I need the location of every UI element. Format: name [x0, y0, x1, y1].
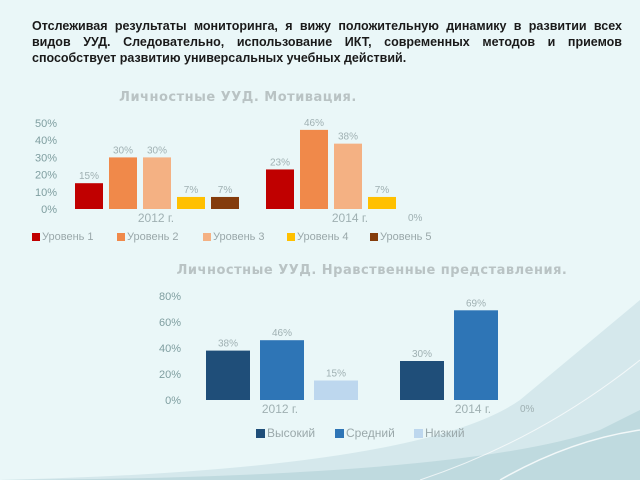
x-category-label: 2012 г.	[138, 211, 174, 225]
legend-entry: Уровень 4	[297, 231, 349, 243]
data-label: 15%	[326, 369, 346, 380]
data-label: 0%	[408, 213, 423, 224]
legend-entry: Средний	[346, 426, 395, 440]
legend-swatch	[256, 429, 265, 438]
bar	[75, 183, 103, 209]
data-label: 0%	[520, 404, 535, 415]
bar	[300, 129, 328, 209]
y-tick-label: 50%	[35, 118, 57, 130]
legend-swatch	[414, 429, 423, 438]
bar	[266, 169, 294, 209]
decorative-line	[419, 359, 640, 480]
y-tick-label: 40%	[159, 343, 181, 355]
data-label: 7%	[184, 185, 199, 196]
x-category-label: 2014 г.	[455, 402, 491, 416]
data-label: 30%	[113, 145, 133, 156]
data-label: 15%	[79, 171, 99, 182]
x-category-label: 2014 г.	[332, 211, 368, 225]
legend-swatch	[117, 233, 125, 241]
bar	[314, 380, 358, 400]
y-tick-label: 0%	[165, 395, 181, 407]
data-label: 46%	[304, 118, 324, 129]
y-tick-label: 20%	[159, 369, 181, 381]
data-label: 30%	[147, 145, 167, 156]
x-category-label: 2012 г.	[262, 402, 298, 416]
legend-swatch	[335, 429, 344, 438]
intro-text: Отслеживая результаты мониторинга, я виж…	[32, 19, 622, 65]
y-tick-label: 10%	[35, 187, 57, 199]
y-tick-label: 0%	[41, 204, 57, 216]
bar	[206, 350, 250, 400]
y-tick-label: 30%	[35, 152, 57, 164]
y-tick-label: 60%	[159, 317, 181, 329]
data-label: 46%	[272, 328, 292, 339]
bar	[400, 361, 444, 400]
data-label: 30%	[412, 349, 432, 360]
bar	[109, 157, 137, 209]
data-label: 38%	[218, 339, 238, 350]
chart-2: Личностные УУД. Нравственные представлен…	[159, 263, 567, 440]
legend-swatch	[32, 233, 40, 241]
chart-title: Личностные УУД. Нравственные представлен…	[177, 263, 568, 278]
bar	[454, 310, 498, 400]
data-label: 7%	[218, 185, 233, 196]
legend-swatch	[203, 233, 211, 241]
legend-entry: Высокий	[267, 426, 315, 440]
y-tick-label: 20%	[35, 170, 57, 182]
legend-entry: Низкий	[425, 426, 465, 440]
legend-entry: Уровень 3	[213, 231, 265, 243]
legend-entry: Уровень 2	[127, 231, 179, 243]
decorative-line	[499, 429, 640, 480]
legend-swatch	[370, 233, 378, 241]
bar	[143, 157, 171, 209]
legend-entry: Уровень 5	[380, 231, 432, 243]
y-tick-label: 80%	[159, 291, 181, 303]
data-label: 38%	[338, 132, 358, 143]
legend-entry: Уровень 1	[42, 231, 94, 243]
decorative-curve	[0, 300, 640, 480]
bar	[177, 196, 205, 209]
bar	[260, 340, 304, 400]
data-label: 69%	[466, 298, 486, 309]
chart-title: Личностные УУД. Мотивация.	[119, 90, 357, 105]
chart-1: Личностные УУД. Мотивация. 0% 10% 20% 30% 40%…	[32, 90, 432, 243]
bar	[334, 143, 362, 209]
bar	[211, 196, 239, 209]
data-label: 7%	[375, 185, 390, 196]
data-label: 23%	[270, 157, 290, 168]
decorative-curve	[0, 410, 640, 480]
y-tick-label: 40%	[35, 135, 57, 147]
bar	[368, 196, 396, 209]
legend-swatch	[287, 233, 295, 241]
